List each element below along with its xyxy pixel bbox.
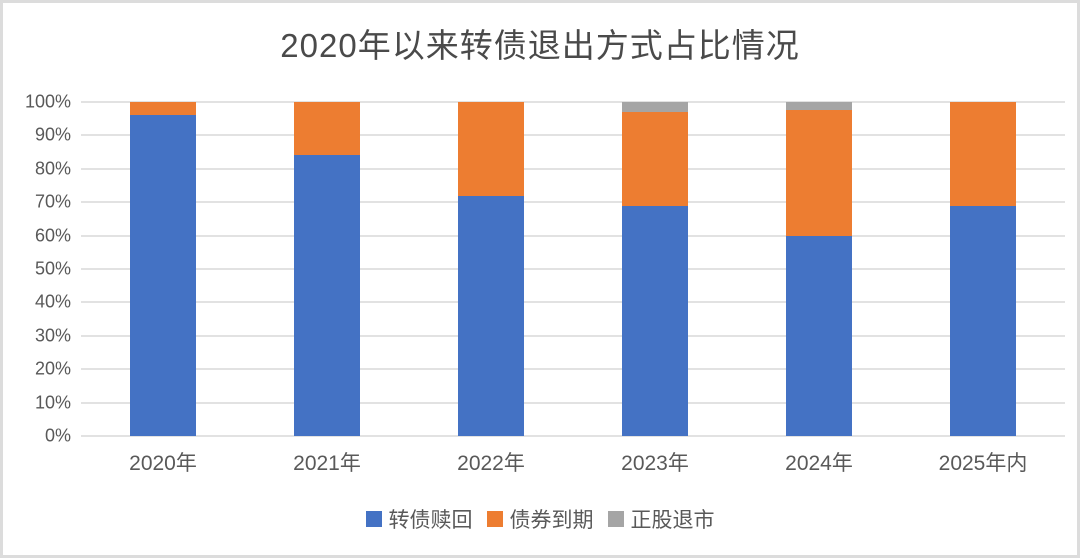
- legend-item-转债赎回: 转债赎回: [365, 504, 473, 534]
- plot-area: 0% 10% 20% 30% 40% 50% 60% 70% 80% 90% 100%: [25, 92, 1065, 446]
- y-axis-tick-60%: 60%: [34, 225, 71, 246]
- y-axis-tick-100%: 100%: [24, 91, 71, 112]
- legend-item-债券到期: 债券到期: [486, 504, 594, 534]
- bar-segment-债券到期: [294, 102, 360, 156]
- y-axis-tick-70%: 70%: [34, 191, 71, 212]
- gridline-70%: [81, 201, 1065, 204]
- legend-swatch-icon: [607, 511, 624, 527]
- legend-label: 债券到期: [509, 509, 594, 532]
- bar-segment-正股退市: [622, 102, 688, 113]
- bar-segment-转债赎回: [622, 205, 688, 436]
- x-axis-tick-2023年: 2023年: [621, 452, 689, 475]
- x-axis-tick-2020年: 2020年: [129, 452, 197, 475]
- x-axis-tick-2025年内: 2025年内: [938, 452, 1028, 475]
- bar-segment-正股退市: [786, 102, 852, 111]
- bar-segment-转债赎回: [130, 115, 196, 436]
- y-axis-tick-50%: 50%: [34, 258, 71, 279]
- bar-segment-债券到期: [130, 102, 196, 116]
- bar-segment-债券到期: [950, 102, 1016, 206]
- bar-segment-转债赎回: [950, 205, 1016, 436]
- y-axis-tick-0%: 0%: [44, 425, 71, 446]
- legend-item-正股退市: 正股退市: [607, 504, 715, 534]
- y-axis-tick-90%: 90%: [34, 124, 71, 145]
- gridline-0%: [81, 435, 1065, 437]
- gridline-80%: [81, 167, 1065, 170]
- chart-title: 2020年以来转债退出方式占比情况: [280, 27, 800, 64]
- bar-segment-转债赎回: [458, 195, 524, 436]
- bar-segment-转债赎回: [786, 235, 852, 436]
- stacked-bar-2024年: [786, 102, 852, 436]
- stacked-bar-2022年: [458, 102, 524, 436]
- bar-segment-债券到期: [622, 112, 688, 206]
- legend-label: 正股退市: [630, 509, 715, 532]
- gridline-30%: [81, 334, 1065, 337]
- stacked-bar-2025年内: [950, 102, 1016, 436]
- bar-segment-债券到期: [786, 110, 852, 236]
- bar-segment-债券到期: [458, 102, 524, 196]
- chart-legend: 转债赎回 债券到期 正股退市: [3, 504, 1077, 534]
- stacked-bar-2020年: [130, 102, 196, 436]
- stacked-bar-2023年: [622, 102, 688, 436]
- y-axis-tick-20%: 20%: [34, 358, 71, 379]
- y-axis-tick-80%: 80%: [34, 158, 71, 179]
- gridline-40%: [81, 301, 1065, 304]
- x-axis-tick-2022年: 2022年: [457, 452, 525, 475]
- x-axis-tick-2024年: 2024年: [785, 452, 853, 475]
- gridline-60%: [81, 234, 1065, 237]
- legend-swatch-icon: [365, 511, 382, 527]
- legend-label: 转债赎回: [388, 509, 473, 532]
- legend-swatch-icon: [486, 511, 503, 527]
- bar-segment-转债赎回: [294, 155, 360, 436]
- gridline-100%: [81, 101, 1065, 103]
- y-axis-tick-10%: 10%: [34, 392, 71, 413]
- gridline-10%: [81, 401, 1065, 404]
- gridline-20%: [81, 368, 1065, 371]
- gridline-90%: [81, 134, 1065, 137]
- y-axis-tick-30%: 30%: [34, 325, 71, 346]
- x-axis-tick-2021年: 2021年: [293, 452, 361, 475]
- gridline-50%: [81, 268, 1065, 270]
- stacked-bar-2021年: [294, 102, 360, 436]
- y-axis-tick-40%: 40%: [34, 291, 71, 312]
